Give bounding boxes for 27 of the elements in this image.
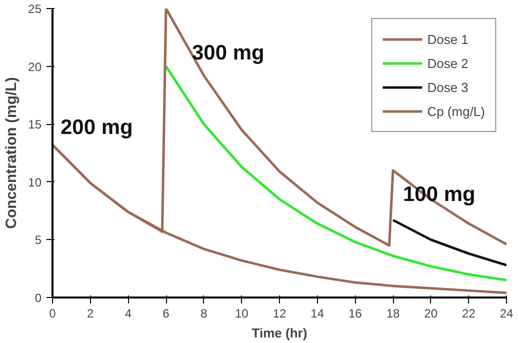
y-tick-label: 20 [28,60,42,74]
legend-label: Cp (mg/L) [427,104,485,118]
x-tick-label: 18 [386,306,400,320]
annotation: 200 mg [60,116,133,139]
x-tick-label: 4 [124,306,132,320]
x-tick-label: 6 [162,306,170,320]
x-tick-label: 10 [234,306,249,320]
x-tick-label: 22 [462,306,476,320]
x-tick-label: 12 [272,306,286,320]
y-tick-label: 10 [28,175,42,190]
x-tick-label: 20 [424,306,438,320]
y-tick-label: 25 [28,2,42,16]
x-tick-label: 0 [49,306,56,320]
legend-label: Dose 2 [427,56,468,70]
x-tick-label: 8 [200,306,208,320]
x-axis-title: Time (hr) [252,326,308,340]
y-tick-label: 0 [34,291,42,305]
x-tick-label: 16 [348,306,362,320]
legend-label: Dose 3 [427,80,468,94]
annotation: 300 mg [192,41,264,64]
x-tick-label: 2 [86,306,94,320]
legend-label: Dose 1 [427,32,468,46]
y-tick-label: 5 [34,233,42,248]
x-tick-label: 14 [310,306,324,320]
y-tick-label: 15 [28,118,42,132]
x-tick-label: 24 [500,306,514,320]
y-axis-title: Concentration (mg/L) [3,77,20,229]
